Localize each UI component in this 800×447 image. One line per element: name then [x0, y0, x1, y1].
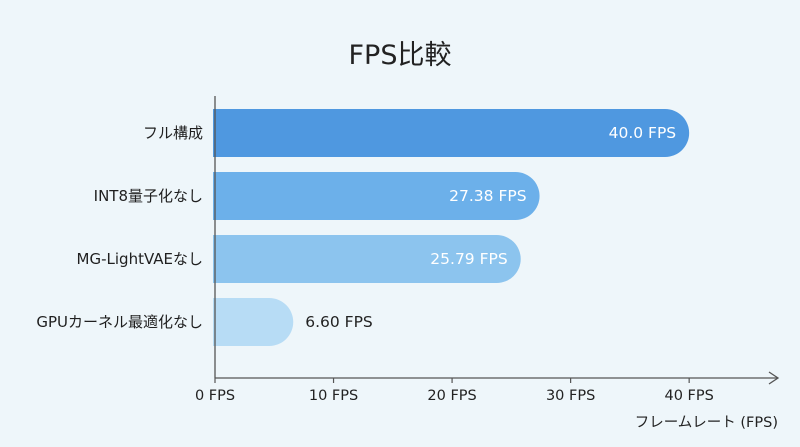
bar-3: [213, 235, 521, 283]
x-tick-label-40: 40 FPS: [664, 388, 713, 404]
x-tick-label-10: 10 FPS: [309, 388, 358, 404]
value-label-1: 40.0 FPS: [609, 124, 677, 142]
bar-2: [213, 172, 540, 220]
value-label-4: 6.60 FPS: [305, 313, 373, 331]
x-tick-label-20: 20 FPS: [427, 388, 476, 404]
x-tick-label-30: 30 FPS: [546, 388, 595, 404]
x-tick-label-0: 0 FPS: [195, 388, 235, 404]
axes-layer: 0 FPS 10 FPS 20 FPS 30 FPS 40 FPS: [195, 96, 780, 404]
x-axis-arrow: [768, 371, 780, 385]
category-label-4: GPUカーネル最適化なし: [36, 313, 203, 331]
bar-4: [213, 298, 294, 346]
chart-title: FPS比較: [349, 40, 452, 71]
bars-layer: フル構成 40.0 FPS INT8量子化なし 27.38 FPS MG-LightVA…: [36, 109, 690, 346]
category-label-3: MG-LightVAEなし: [77, 250, 203, 268]
x-axis-label: フレームレート (FPS): [635, 415, 778, 431]
value-label-2: 27.38 FPS: [449, 187, 526, 205]
category-label-1: フル構成: [143, 124, 203, 142]
value-label-3: 25.79 FPS: [430, 250, 507, 268]
bar-1: [213, 109, 690, 157]
category-label-2: INT8量子化なし: [94, 187, 203, 205]
